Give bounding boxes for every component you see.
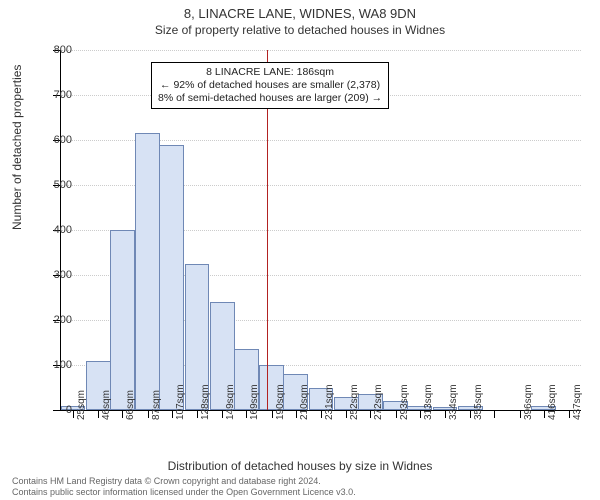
y-tick-label: 200 xyxy=(32,314,72,326)
x-tick-label: 272sqm xyxy=(373,384,384,420)
x-tick xyxy=(370,410,371,418)
annotation-line-2: ← 92% of detached houses are smaller (2,… xyxy=(158,79,382,92)
x-tick xyxy=(346,410,347,418)
x-tick-label: 107sqm xyxy=(175,384,186,420)
footer-line-1: Contains HM Land Registry data © Crown c… xyxy=(12,476,356,487)
x-tick xyxy=(246,410,247,418)
y-tick-label: 800 xyxy=(32,44,72,56)
x-tick-label: 396sqm xyxy=(523,384,534,420)
x-tick-label: 355sqm xyxy=(473,384,484,420)
x-tick xyxy=(122,410,123,418)
x-tick-label: 210sqm xyxy=(299,384,310,420)
x-tick-label: 313sqm xyxy=(423,384,434,420)
footer-line-2: Contains public sector information licen… xyxy=(12,487,356,498)
y-axis-label: Number of detached properties xyxy=(10,65,24,230)
x-tick xyxy=(296,410,297,418)
annotation-line-3: 8% of semi-detached houses are larger (2… xyxy=(158,92,382,105)
histogram-bar xyxy=(110,230,135,410)
annotation-box: 8 LINACRE LANE: 186sqm← 92% of detached … xyxy=(151,62,389,109)
x-tick xyxy=(272,410,273,418)
chart-container: 8, LINACRE LANE, WIDNES, WA8 9DN Size of… xyxy=(0,0,600,500)
x-tick-label: 25sqm xyxy=(76,390,87,420)
x-tick-label: 252sqm xyxy=(349,384,360,420)
y-tick-label: 600 xyxy=(32,134,72,146)
x-tick-label: 190sqm xyxy=(275,384,286,420)
y-tick-label: 700 xyxy=(32,89,72,101)
chart-area: 25sqm46sqm66sqm87sqm107sqm128sqm149sqm16… xyxy=(60,50,580,410)
page-subtitle: Size of property relative to detached ho… xyxy=(0,21,600,37)
x-tick-label: 66sqm xyxy=(125,390,136,420)
x-tick-label: 416sqm xyxy=(547,384,558,420)
x-tick-label: 46sqm xyxy=(101,390,112,420)
x-tick xyxy=(98,410,99,418)
x-tick xyxy=(569,410,570,418)
x-tick-label: 231sqm xyxy=(324,384,335,420)
histogram-bar xyxy=(135,133,160,410)
x-tick-label: 87sqm xyxy=(151,390,162,420)
y-tick-label: 100 xyxy=(32,359,72,371)
y-tick-label: 300 xyxy=(32,269,72,281)
x-tick xyxy=(197,410,198,418)
y-tick-label: 400 xyxy=(32,224,72,236)
x-tick xyxy=(520,410,521,418)
x-tick-label: 128sqm xyxy=(200,384,211,420)
plot-region: 25sqm46sqm66sqm87sqm107sqm128sqm149sqm16… xyxy=(60,50,581,411)
y-tick-label: 0 xyxy=(32,404,72,416)
x-tick-label: 437sqm xyxy=(572,384,583,420)
x-tick xyxy=(396,410,397,418)
x-tick xyxy=(321,410,322,418)
x-tick-label: 149sqm xyxy=(225,384,236,420)
footer-attribution: Contains HM Land Registry data © Crown c… xyxy=(12,476,356,498)
x-tick-label: 293sqm xyxy=(399,384,410,420)
x-tick xyxy=(222,410,223,418)
y-tick-label: 500 xyxy=(32,179,72,191)
x-tick xyxy=(148,410,149,418)
x-axis-label: Distribution of detached houses by size … xyxy=(0,459,600,473)
x-tick xyxy=(445,410,446,418)
x-tick xyxy=(470,410,471,418)
gridline xyxy=(61,50,581,51)
page-title: 8, LINACRE LANE, WIDNES, WA8 9DN xyxy=(0,0,600,21)
annotation-line-1: 8 LINACRE LANE: 186sqm xyxy=(158,66,382,79)
x-tick xyxy=(73,410,74,418)
x-tick-label: 169sqm xyxy=(249,384,260,420)
x-tick-label: 334sqm xyxy=(448,384,459,420)
x-tick xyxy=(420,410,421,418)
x-tick xyxy=(544,410,545,418)
x-tick xyxy=(494,410,495,418)
histogram-bar xyxy=(159,145,184,411)
x-tick xyxy=(172,410,173,418)
